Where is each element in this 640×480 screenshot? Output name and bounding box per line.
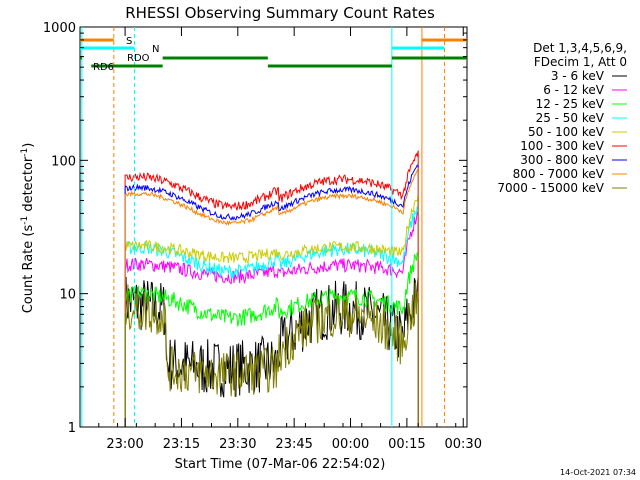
legend-item-label: 100 - 300 keV: [520, 139, 604, 153]
y-axis-label-sup1: -1: [20, 216, 30, 225]
y-tick-label: 1: [68, 421, 76, 436]
flag-label: RD6: [93, 62, 114, 73]
x-tick-label: 23:45: [275, 437, 312, 452]
x-axis-label: Start Time (07-Mar-06 22:54:02): [175, 457, 386, 472]
y-axis-label-end: ): [21, 143, 36, 148]
plot-area: [79, 26, 468, 428]
legend-header-2: FDecim 1, Att 0: [534, 55, 627, 69]
x-tick-label: 00:15: [388, 437, 425, 452]
x-tick-label: 00:00: [332, 437, 369, 452]
y-axis-label: Count Rate (s-1 detector-1): [20, 143, 36, 314]
series-line-8: [124, 282, 419, 427]
y-tick-label: 1000: [43, 21, 76, 36]
legend-header-1: Det 1,3,4,5,6,9,: [533, 41, 627, 55]
legend-item-label: 50 - 100 keV: [528, 125, 605, 139]
flag-label: S: [126, 36, 132, 47]
series-line-0: [124, 274, 419, 427]
x-tick-label: 23:15: [163, 437, 200, 452]
legend-item-label: 7000 - 15000 keV: [497, 181, 604, 195]
y-tick-label: 100: [51, 154, 76, 169]
y-axis-label-sup2: -1: [20, 148, 30, 157]
series-line-7: [124, 167, 419, 427]
series-line-1: [124, 211, 419, 427]
chart-title: RHESSI Observing Summary Count Rates: [125, 4, 435, 22]
legend-item-label: 800 - 7000 keV: [513, 167, 605, 181]
plot-frame: [79, 26, 468, 428]
legend-item-label: 6 - 12 keV: [543, 83, 605, 97]
footer-timestamp: 14-Oct-2021 07:34: [560, 468, 636, 477]
y-axis-label-mid: detector: [21, 156, 36, 216]
y-tick-label: 10: [59, 288, 76, 303]
legend-item-label: 300 - 800 keV: [520, 153, 604, 167]
series-line-6: [124, 164, 419, 427]
series-line-2: [124, 252, 419, 427]
flag-label: N: [152, 44, 159, 55]
series-layer: [124, 150, 419, 427]
x-tick-label: 23:00: [106, 437, 143, 452]
series-line-4: [124, 194, 419, 427]
series-line-5: [124, 150, 419, 427]
y-axis-label-main: Count Rate (s: [21, 225, 36, 314]
legend-item-label: 3 - 6 keV: [551, 69, 605, 83]
legend: Det 1,3,4,5,6,9, FDecim 1, Att 0 3 - 6 k…: [497, 41, 627, 195]
legend-item-label: 12 - 25 keV: [536, 97, 605, 111]
x-tick-label: 23:30: [219, 437, 256, 452]
flag-label: RDO: [127, 53, 150, 64]
legend-item-label: 25 - 50 keV: [536, 111, 605, 125]
axis-layer: 1 10 100 1000 23:00 23:15 23:30 23:45 00:00 00:15…: [43, 21, 482, 452]
x-tick-label: 00:30: [445, 437, 482, 452]
